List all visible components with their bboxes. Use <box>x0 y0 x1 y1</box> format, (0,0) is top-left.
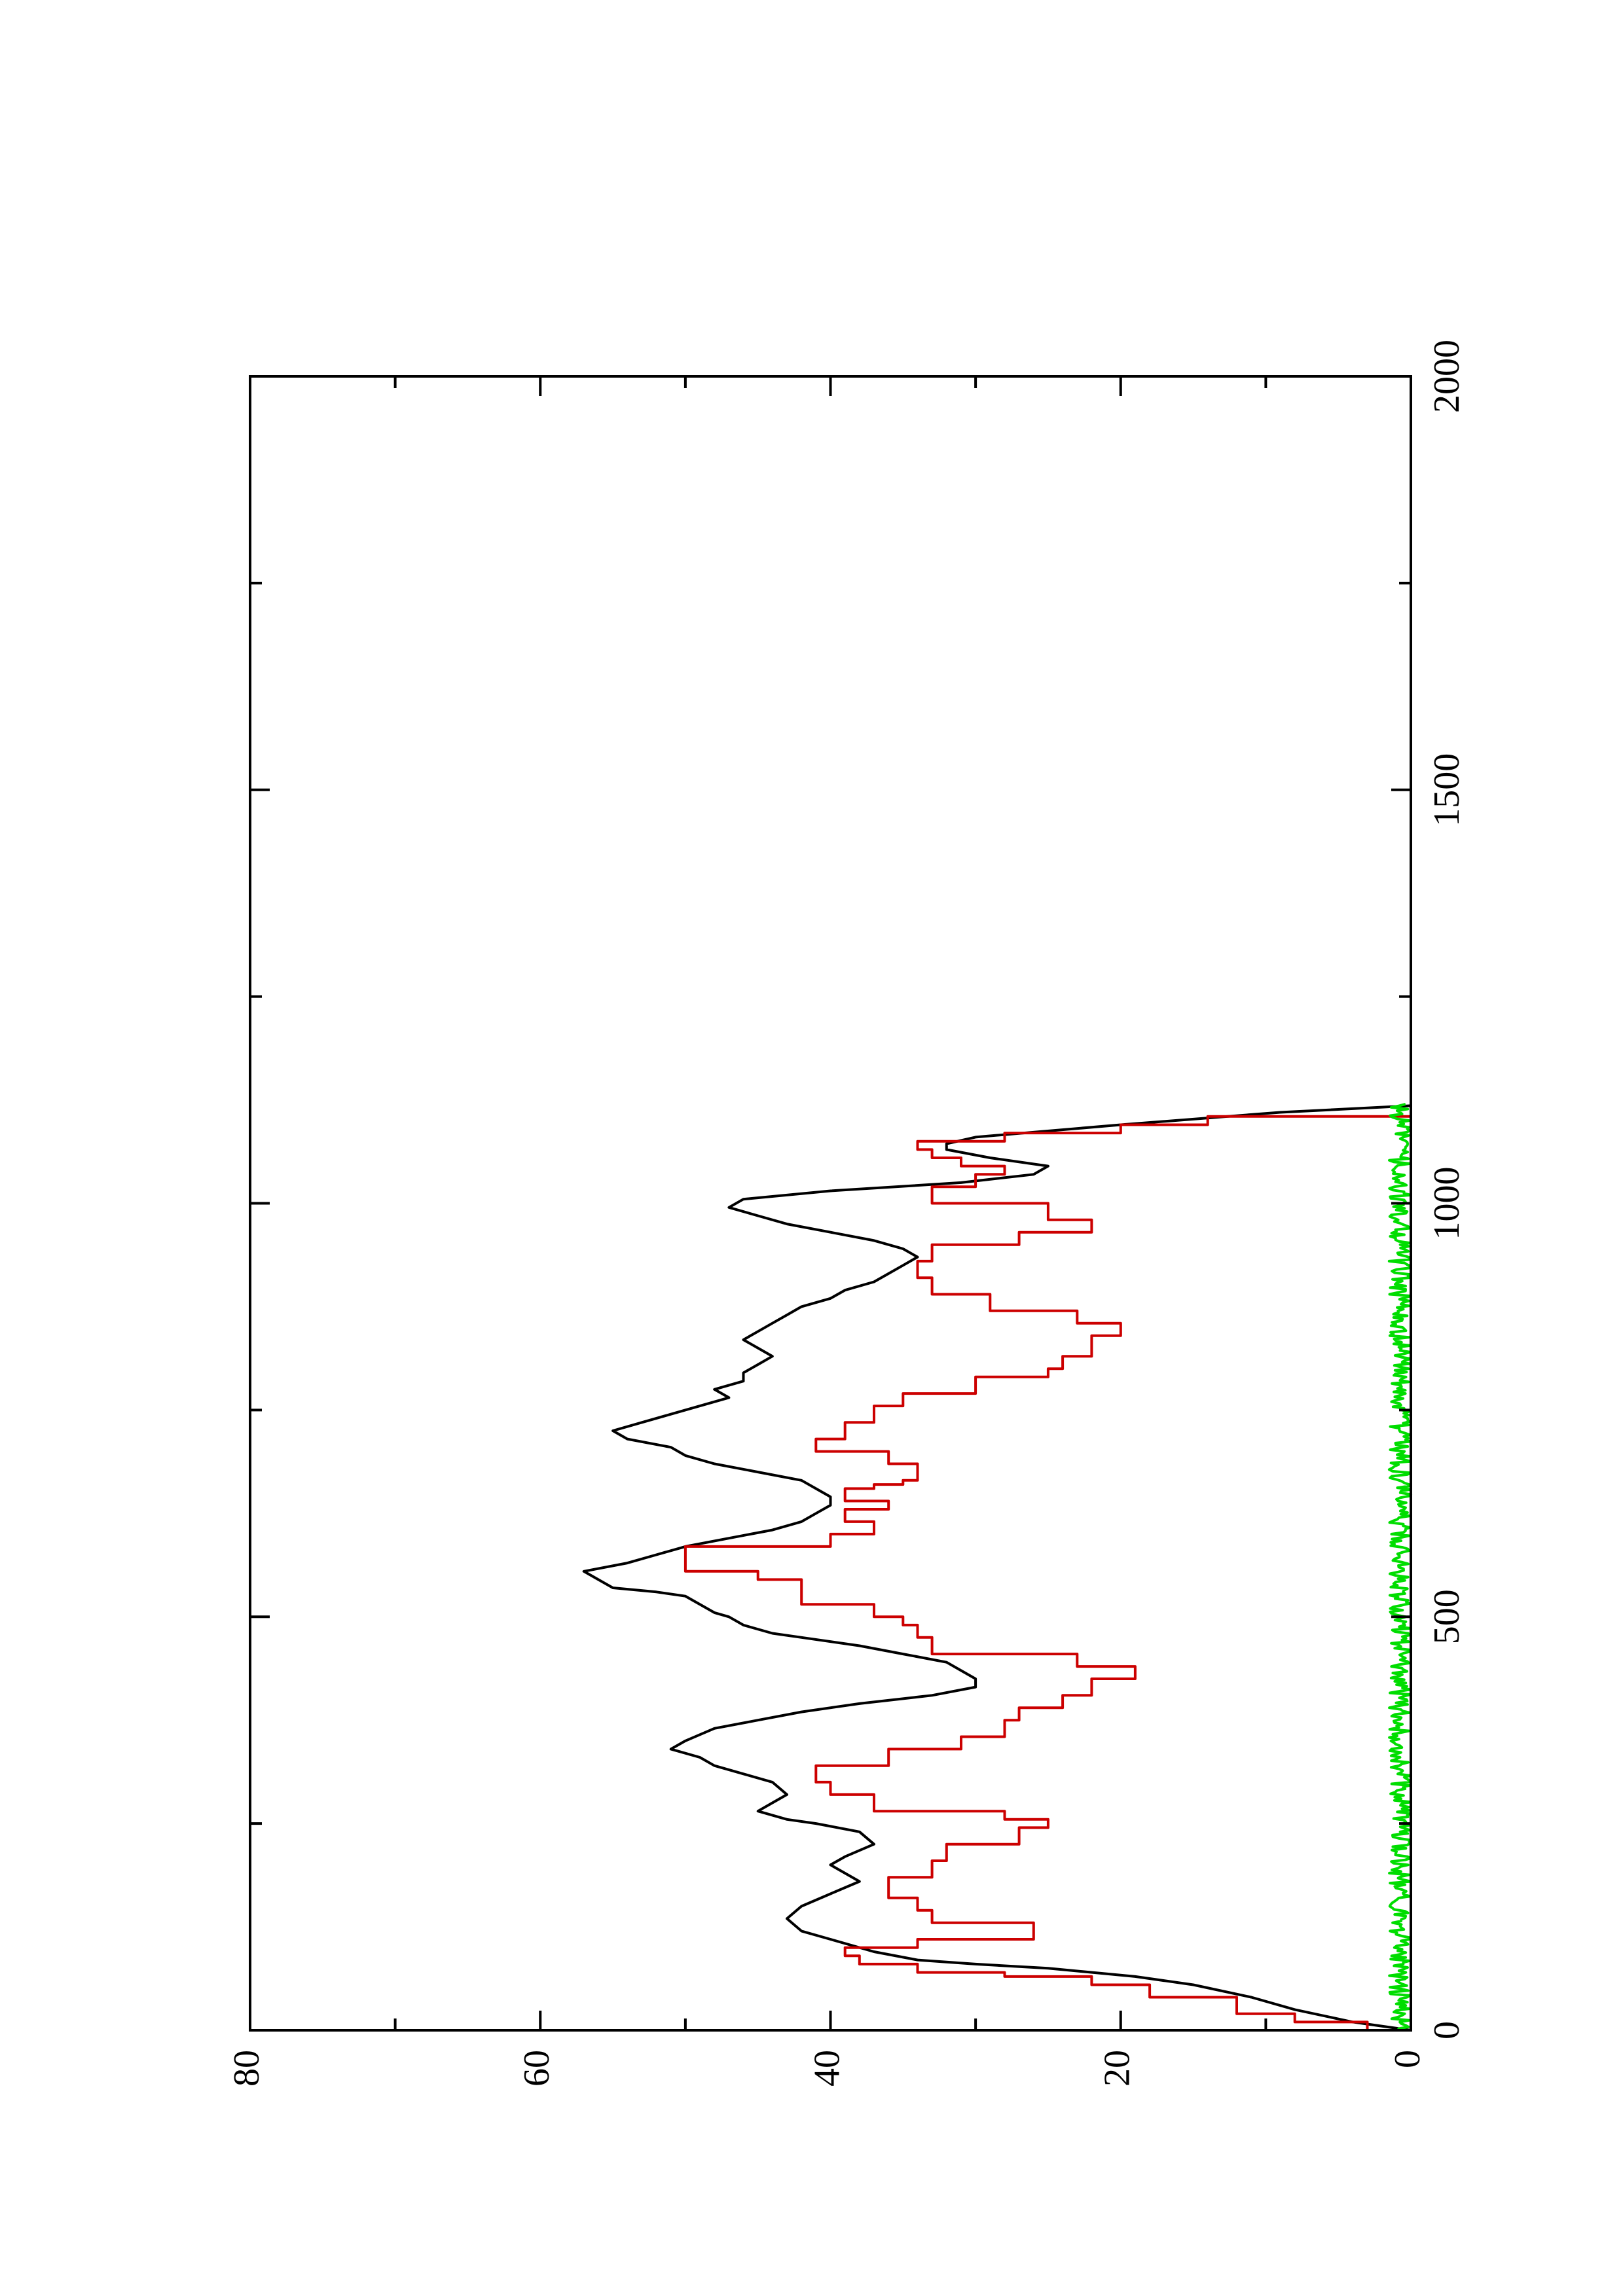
series-line-1 <box>684 1105 1412 2032</box>
tick-labels: 0 500 1000 1500 2000 0 20 40 60 80 <box>227 340 1467 2087</box>
y-tick-label: 80 <box>227 2050 267 2087</box>
x-tick-label: 1500 <box>1427 753 1467 827</box>
x-tick-label: 1000 <box>1427 1167 1467 1240</box>
y-tick-label: 0 <box>1387 2050 1428 2068</box>
x-tick-label: 500 <box>1427 1589 1467 1644</box>
series-line-0 <box>582 1104 1412 2032</box>
x-tick-label: 2000 <box>1427 340 1467 413</box>
x-tick-label: 0 <box>1427 2021 1467 2039</box>
y-tick-label: 60 <box>517 2050 557 2087</box>
y-tick-label: 40 <box>807 2050 847 2087</box>
plot-frame <box>249 375 1412 2032</box>
y-tick-label: 20 <box>1097 2050 1138 2087</box>
